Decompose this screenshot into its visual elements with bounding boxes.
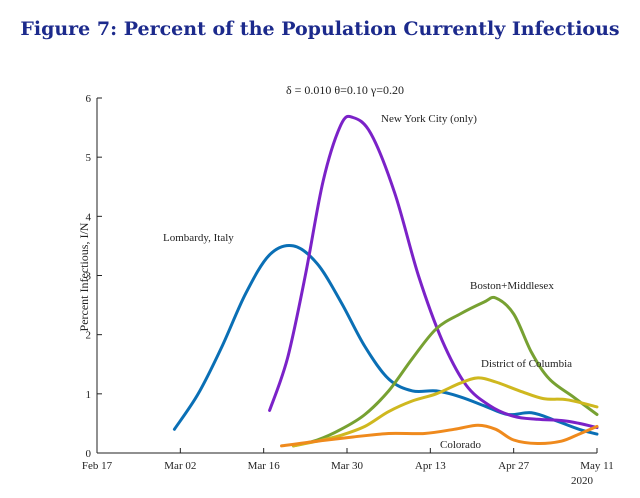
y-tick-label: 0: [86, 448, 92, 460]
series-label-district-of-columbia: District of Columbia: [481, 358, 572, 370]
y-tick-label: 2: [86, 330, 92, 342]
series-line-lombardy-italy: [172, 244, 599, 436]
x-tick-label: May 11: [580, 460, 614, 472]
y-axis-label: Percent Infectious, I/N: [77, 222, 91, 331]
y-tick-label: 4: [86, 211, 92, 223]
y-tick-label: 5: [86, 152, 92, 164]
y-tick-label: 1: [86, 389, 92, 401]
x-tick-label: Apr 13: [415, 460, 446, 472]
series-label-lombardy-italy: Lombardy, Italy: [163, 232, 234, 244]
series-line-new-york-city-only: [268, 114, 599, 430]
x-tick-label: Mar 02: [164, 460, 196, 472]
series-label-colorado: Colorado: [440, 439, 481, 451]
series-line-colorado: [280, 423, 599, 448]
x-tick-label: Mar 30: [331, 460, 364, 472]
x-tick-label: Mar 16: [248, 460, 281, 472]
chart-subtitle: δ = 0.010 θ=0.10 γ=0.20: [286, 83, 404, 97]
series-label-boston-middlesex: Boston+Middlesex: [470, 280, 554, 292]
y-tick-label: 3: [86, 271, 92, 283]
x-axis-year-label: 2020: [571, 475, 594, 487]
series-labels: Lombardy, Italy New York City (only) Bosto…: [163, 113, 572, 451]
series-line-boston-middlesex: [291, 295, 599, 448]
series-lines: [172, 114, 599, 448]
series-label-new-york-city-only: New York City (only): [381, 113, 477, 125]
x-tick-label: Feb 17: [82, 460, 113, 472]
figure-title: Figure 7: Percent of the Population Curr…: [20, 18, 620, 40]
series-line-district-of-columbia: [291, 376, 599, 448]
y-tick-label: 6: [86, 93, 92, 105]
axes: 0 1 2 3 4 5 6 Feb 17 Mar 02 Mar 16 Mar 30 Apr 13 Apr…: [82, 93, 614, 472]
x-tick-label: Apr 27: [498, 460, 529, 472]
